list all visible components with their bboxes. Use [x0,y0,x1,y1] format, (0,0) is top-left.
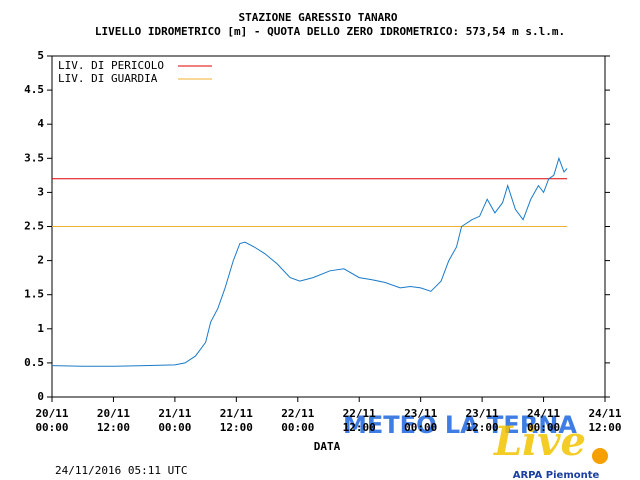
y-tick-label: 3 [37,185,44,198]
y-tick-label: 4 [37,117,44,130]
x-tick-label: 22/11 [343,407,376,420]
x-tick-label: 23/11 [466,407,499,420]
y-tick-label: 0.5 [24,356,44,369]
x-axis-label: DATA [314,440,341,453]
source: ARPA Piemonte [513,470,600,480]
watermark: METEO LA TERNA [343,411,577,439]
x-tick-sublabel: 12:00 [343,421,376,434]
y-tick-label: 3.5 [24,151,44,164]
x-tick-label: 20/11 [35,407,68,420]
x-tick-label: 23/11 [404,407,437,420]
x-tick-sublabel: 00:00 [404,421,437,434]
x-tick-sublabel: 00:00 [527,421,560,434]
x-tick-sublabel: 12:00 [466,421,499,434]
x-tick-sublabel: 00:00 [281,421,314,434]
y-tick-label: 0 [37,390,44,403]
timestamp: 24/11/2016 05:11 UTC [55,464,187,477]
x-tick-label: 21/11 [220,407,253,420]
legend-label: LIV. DI PERICOLO [58,59,164,72]
y-tick-label: 1.5 [24,288,44,301]
y-tick-label: 2.5 [24,220,44,233]
y-tick-label: 4.5 [24,83,44,96]
x-tick-label: 20/11 [97,407,130,420]
x-tick-sublabel: 12:00 [220,421,253,434]
y-tick-label: 2 [37,254,44,267]
y-tick-label: 5 [37,49,44,62]
x-tick-label: 24/11 [588,407,621,420]
sun-icon [592,448,608,464]
legend-label: LIV. DI GUARDIA [58,72,158,85]
watermark-sub: Live [493,418,586,465]
x-tick-sublabel: 00:00 [158,421,191,434]
x-tick-sublabel: 00:00 [35,421,68,434]
x-tick-sublabel: 12:00 [97,421,130,434]
x-tick-label: 21/11 [158,407,191,420]
x-tick-label: 22/11 [281,407,314,420]
x-tick-sublabel: 12:00 [588,421,621,434]
x-tick-label: 24/11 [527,407,560,420]
chart-subtitle: LIVELLO IDROMETRICO [m] - QUOTA DELLO ZE… [95,25,565,38]
chart-title: STAZIONE GARESSIO TANARO [239,11,398,24]
y-tick-label: 1 [37,322,44,335]
data-line [51,156,568,367]
